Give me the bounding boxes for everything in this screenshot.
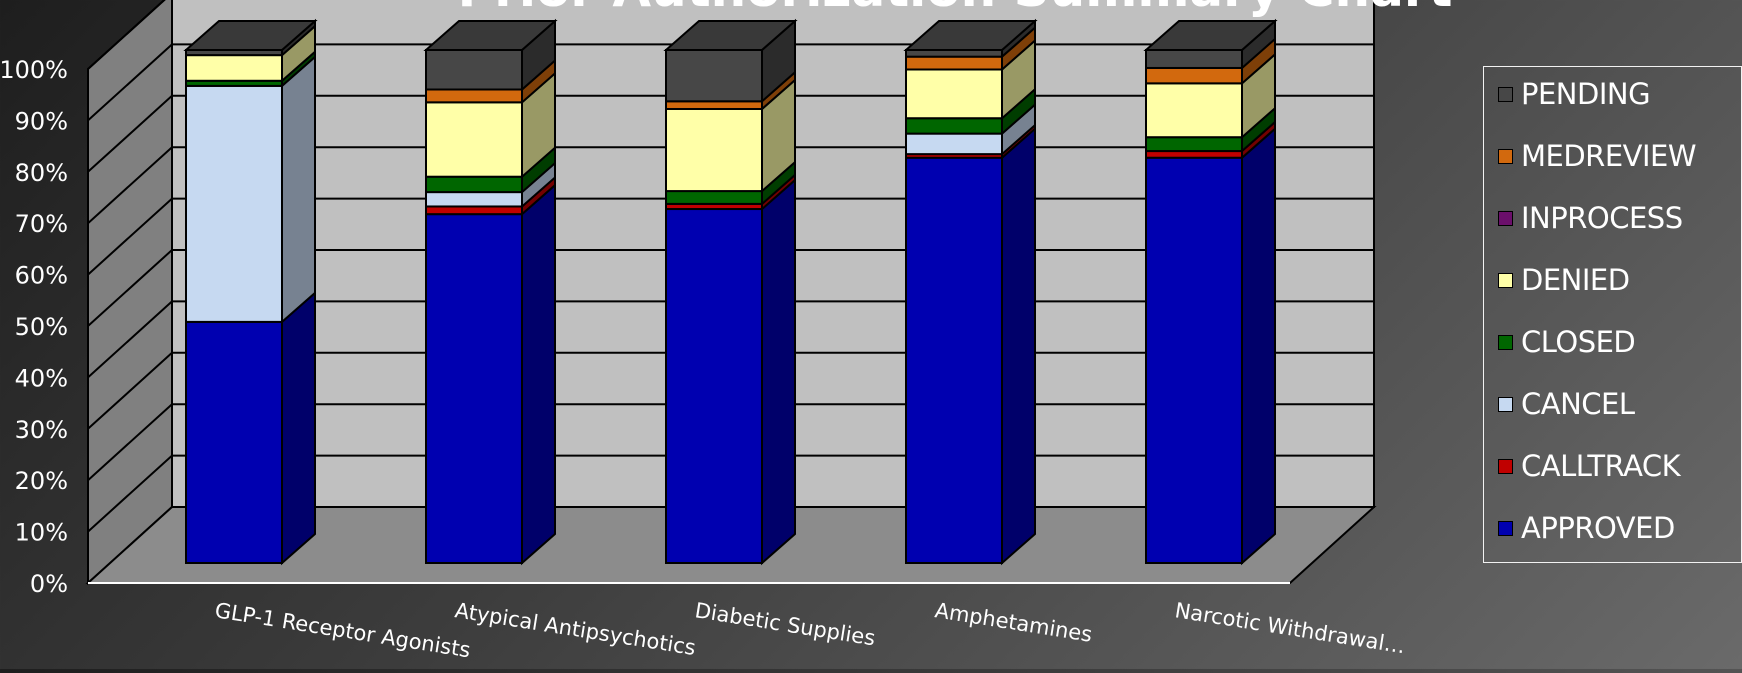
bar-pending bbox=[1145, 49, 1243, 69]
bar-denied bbox=[425, 101, 523, 178]
bar-approved bbox=[1145, 156, 1243, 564]
legend-item-approved: APPROVED bbox=[1498, 511, 1675, 545]
bar-side-approved bbox=[1001, 126, 1036, 566]
bars bbox=[183, 18, 1278, 566]
bar-approved bbox=[425, 213, 523, 564]
bar-pending bbox=[665, 49, 763, 103]
bar-top-pending bbox=[183, 20, 318, 51]
bar-top-pending bbox=[903, 20, 1038, 51]
x-tick-label: Atypical Antipsychotics bbox=[453, 598, 697, 660]
bar-side-cancel bbox=[281, 54, 316, 325]
x-tick-label: Narcotic Withdrawal… bbox=[1173, 598, 1407, 658]
bar-medreview bbox=[1145, 66, 1243, 85]
bar-top-pending bbox=[663, 20, 798, 51]
bar-cancel bbox=[905, 132, 1003, 156]
bar-approved bbox=[185, 320, 283, 565]
bar-closed bbox=[425, 175, 523, 194]
legend-swatch bbox=[1498, 396, 1513, 412]
legend-swatch bbox=[1498, 334, 1513, 350]
bar-stack bbox=[1143, 18, 1278, 566]
legend-label: APPROVED bbox=[1521, 511, 1675, 545]
bar-side-approved bbox=[281, 290, 316, 566]
y-tick-label: 0% bbox=[30, 570, 68, 598]
legend-swatch bbox=[1498, 210, 1513, 226]
bar-closed bbox=[665, 190, 763, 205]
chart-title: Prior Authorization Summary Chart bbox=[458, 0, 1453, 18]
y-tick-label: 50% bbox=[15, 313, 68, 341]
bar-calltrack bbox=[425, 205, 523, 216]
x-tick-label: GLP-1 Receptor Agonists bbox=[213, 598, 472, 662]
bar-medreview bbox=[425, 88, 523, 104]
bar-pending bbox=[905, 49, 1003, 58]
bar-side-approved bbox=[521, 182, 556, 566]
legend-swatch bbox=[1498, 148, 1513, 164]
legend-swatch bbox=[1498, 520, 1513, 536]
bar-side-approved bbox=[1241, 126, 1276, 566]
bar-pending bbox=[425, 49, 523, 91]
bar-approved bbox=[665, 208, 763, 564]
legend-label: MEDREVIEW bbox=[1521, 139, 1697, 173]
legend-swatch bbox=[1498, 272, 1513, 288]
bar-cancel bbox=[185, 84, 283, 323]
bar-denied bbox=[1145, 82, 1243, 139]
y-tick-label: 80% bbox=[15, 159, 68, 187]
legend-item-inprocess: INPROCESS bbox=[1498, 201, 1683, 235]
y-tick-label: 90% bbox=[15, 107, 68, 135]
y-tick-label: 40% bbox=[15, 364, 68, 392]
bar-denied bbox=[905, 68, 1003, 120]
legend-label: PENDING bbox=[1521, 77, 1651, 111]
legend-item-calltrack: CALLTRACK bbox=[1498, 449, 1681, 483]
bar-top-pending bbox=[423, 20, 558, 51]
legend-item-closed: CLOSED bbox=[1498, 325, 1636, 359]
bar-stack bbox=[183, 18, 318, 566]
legend-item-pending: PENDING bbox=[1498, 77, 1651, 111]
bar-closed bbox=[905, 117, 1003, 135]
y-tick-label: 100% bbox=[0, 56, 68, 84]
legend-label: INPROCESS bbox=[1521, 201, 1683, 235]
legend-label: CLOSED bbox=[1521, 325, 1636, 359]
x-tick-label: Amphetamines bbox=[933, 598, 1094, 647]
legend-swatch bbox=[1498, 86, 1513, 102]
bar-cancel bbox=[425, 191, 523, 208]
bar-denied bbox=[185, 54, 283, 82]
legend-label: CALLTRACK bbox=[1521, 449, 1681, 483]
bar-calltrack bbox=[1145, 150, 1243, 159]
bar-closed bbox=[1145, 136, 1243, 153]
bar-approved bbox=[905, 156, 1003, 564]
legend-item-denied: DENIED bbox=[1498, 263, 1630, 297]
bar-top-pending bbox=[1143, 20, 1278, 51]
y-tick-labels: 0% 10% 20% 30% 40% 50% 60% 70% 80% 90% 100% bbox=[0, 56, 68, 598]
bar-side-approved bbox=[761, 177, 796, 566]
bar-denied bbox=[665, 107, 763, 193]
legend-label: CANCEL bbox=[1521, 387, 1635, 421]
y-tick-label: 10% bbox=[15, 519, 68, 547]
legend-item-medreview: MEDREVIEW bbox=[1498, 139, 1697, 173]
y-tick-label: 30% bbox=[15, 416, 68, 444]
y-tick-label: 20% bbox=[15, 467, 68, 495]
y-tick-label: 70% bbox=[15, 210, 68, 238]
x-tick-label: Diabetic Supplies bbox=[693, 598, 877, 650]
legend-swatch bbox=[1498, 458, 1513, 474]
side-wall bbox=[87, 0, 173, 586]
legend: PENDING MEDREVIEW INPROCESS DENIED CLOSE… bbox=[1483, 66, 1742, 563]
legend-item-cancel: CANCEL bbox=[1498, 387, 1635, 421]
y-tick-label: 60% bbox=[15, 262, 68, 290]
bar-stack bbox=[423, 18, 558, 566]
bar-stack bbox=[903, 18, 1038, 566]
gridline bbox=[87, 0, 166, 70]
bar-stack bbox=[663, 18, 798, 566]
bar-medreview bbox=[905, 55, 1003, 71]
bar-medreview bbox=[665, 100, 763, 110]
legend-label: DENIED bbox=[1521, 263, 1630, 297]
